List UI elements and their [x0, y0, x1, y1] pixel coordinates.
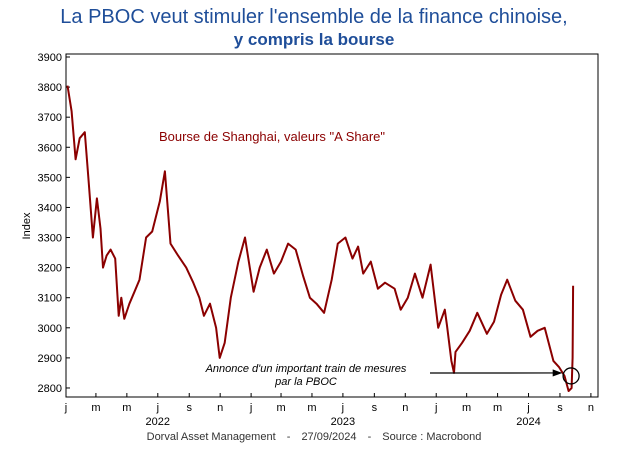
y-tick-label: 3100 — [38, 293, 62, 305]
y-axis-label: Index — [21, 212, 33, 239]
x-tick-label: m — [462, 402, 471, 414]
footer: Dorval Asset Management - 27/09/2024 - S… — [0, 431, 628, 443]
chart-subtitle: y compris la bourse — [233, 30, 395, 49]
footer-sep2: - — [367, 431, 372, 443]
footer-date: 27/09/2024 — [301, 431, 357, 443]
x-tick-label: m — [276, 402, 285, 414]
x-tick-label: m — [493, 402, 502, 414]
y-tick-label: 3000 — [38, 323, 62, 335]
x-tick-label: m — [122, 402, 131, 414]
plot-frame — [65, 53, 599, 398]
y-tick-label: 3400 — [38, 202, 62, 214]
footer-source: Source : Macrobond — [382, 431, 482, 443]
x-tick-label: m — [91, 402, 100, 414]
y-tick-label: 3600 — [38, 142, 62, 154]
x-tick-label: j — [526, 402, 529, 414]
y-tick-label: 3500 — [38, 172, 62, 184]
series-label: Bourse de Shanghai, valeurs "A Share" — [159, 129, 385, 144]
y-tick-label: 3700 — [38, 112, 62, 124]
x-tick-label: j — [249, 402, 252, 414]
x-tick-label: n — [588, 402, 594, 414]
footer-source-org: Dorval Asset Management — [146, 431, 276, 443]
x-tick-label: s — [186, 402, 192, 414]
x-tick-label: j — [341, 402, 344, 414]
x-tick-label: j — [156, 402, 159, 414]
y-tick-label: 3800 — [38, 82, 62, 94]
footer-sep1: - — [286, 431, 291, 443]
annotation-text-line2: par la PBOC — [274, 376, 337, 388]
annotation-text-line1: Annonce d'un important train de mesures — [205, 363, 407, 375]
x-tick-label: m — [307, 402, 316, 414]
x-tick-label: s — [557, 402, 563, 414]
y-tick-label: 2800 — [38, 383, 62, 395]
annotation-circle — [562, 367, 580, 385]
chart-title: La PBOC veut stimuler l'ensemble de la f… — [60, 6, 568, 28]
x-tick-label: s — [372, 402, 378, 414]
y-tick-label: 3200 — [38, 263, 62, 275]
x-tick-label: n — [402, 402, 408, 414]
x-tick-label: j — [64, 402, 67, 414]
series-line — [66, 85, 575, 392]
x-tick-label: j — [434, 402, 437, 414]
x-year-label: 2023 — [331, 416, 355, 428]
x-year-label: 2022 — [146, 416, 170, 428]
y-tick-label: 3900 — [38, 52, 62, 64]
y-tick-label: 3300 — [38, 233, 62, 245]
x-tick-label: n — [217, 402, 223, 414]
x-year-label: 2024 — [516, 416, 540, 428]
y-tick-label: 2900 — [38, 353, 62, 365]
